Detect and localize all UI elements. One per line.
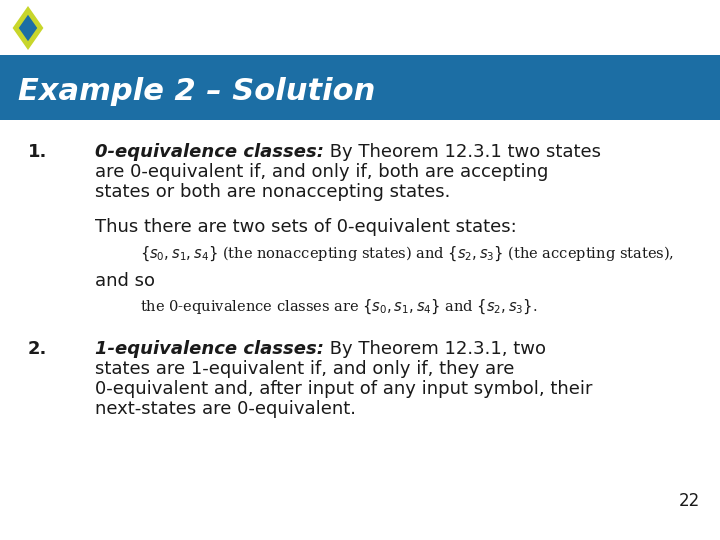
Text: $\{s_0, s_1, s_4\}$ (the nonaccepting states) and $\{s_2, s_3\}$ (the accepting : $\{s_0, s_1, s_4\}$ (the nonaccepting st…: [140, 245, 674, 264]
Text: are 0-equivalent if, and only if, both are accepting: are 0-equivalent if, and only if, both a…: [95, 163, 549, 181]
Text: and so: and so: [95, 272, 155, 290]
Text: Example 2 – Solution: Example 2 – Solution: [18, 77, 375, 105]
Text: states are 1-equivalent if, and only if, they are: states are 1-equivalent if, and only if,…: [95, 360, 514, 378]
Polygon shape: [19, 15, 37, 41]
Text: Thus there are two sets of 0-equivalent states:: Thus there are two sets of 0-equivalent …: [95, 218, 517, 236]
Bar: [0, 55, 720, 120]
Text: 1-equivalence classes:: 1-equivalence classes:: [95, 340, 324, 358]
Text: 2.: 2.: [28, 340, 48, 358]
Text: 0-equivalent and, after input of any input symbol, their: 0-equivalent and, after input of any inp…: [95, 380, 593, 398]
Text: By Theorem 12.3.1, two: By Theorem 12.3.1, two: [324, 340, 546, 358]
Polygon shape: [13, 6, 43, 50]
Text: By Theorem 12.3.1 two states: By Theorem 12.3.1 two states: [324, 143, 601, 161]
Text: states or both are nonaccepting states.: states or both are nonaccepting states.: [95, 183, 451, 201]
Text: the 0-equivalence classes are $\{s_0, s_1, s_4\}$ and $\{s_2, s_3\}$.: the 0-equivalence classes are $\{s_0, s_…: [140, 298, 537, 316]
Text: 1.: 1.: [28, 143, 48, 161]
Text: next-states are 0-equivalent.: next-states are 0-equivalent.: [95, 400, 356, 418]
Text: 22: 22: [679, 492, 700, 510]
Text: 0-equivalence classes:: 0-equivalence classes:: [95, 143, 324, 161]
